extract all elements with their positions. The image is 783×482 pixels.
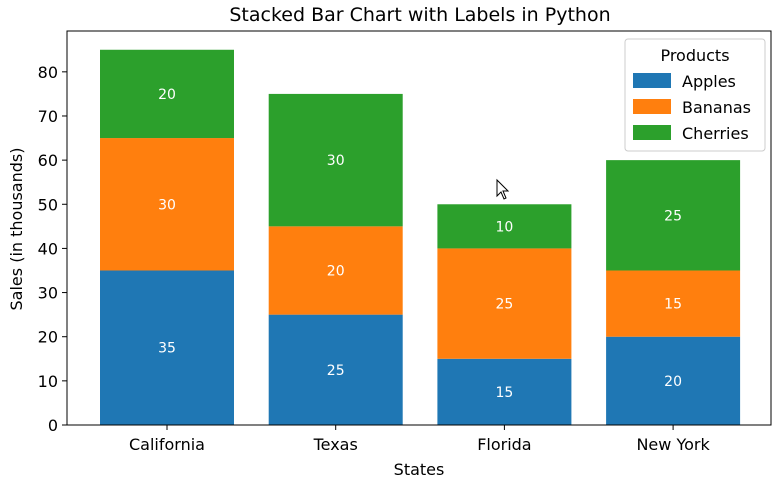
y-tick-label: 30	[38, 284, 58, 303]
chart-title: Stacked Bar Chart with Labels in Python	[229, 4, 610, 26]
bar-cherries-california	[100, 49, 234, 139]
axes: 0 10 20 30 40 50 60 70 80 California Texas Florida N…	[38, 30, 772, 454]
bar-value-label: 20	[158, 87, 176, 103]
bar-cherries-new-york	[606, 160, 741, 271]
bar-bananas-texas	[268, 226, 403, 315]
legend-title: Products	[660, 46, 729, 65]
legend-label-cherries: Cherries	[682, 124, 749, 143]
x-axis-title: States	[394, 460, 445, 479]
bar-apples-new-york	[606, 336, 741, 425]
mouse-cursor-icon	[496, 178, 510, 200]
legend-swatch-apples	[633, 73, 671, 88]
legend-label-bananas: Bananas	[682, 98, 751, 117]
y-tick-label: 80	[38, 63, 58, 82]
bar-value-label: 10	[495, 219, 513, 235]
x-tick-label: New York	[636, 435, 710, 454]
bar-value-label: 20	[327, 263, 345, 279]
legend-swatch-bananas	[633, 99, 671, 114]
bar-bananas-new-york	[606, 270, 741, 337]
bar-value-label: 25	[495, 297, 513, 313]
bar-value-label: 20	[664, 374, 682, 390]
y-tick-label: 60	[38, 151, 58, 170]
x-tick-label: Florida	[477, 435, 531, 454]
bar-value-label: 15	[495, 385, 513, 401]
x-tick-label: California	[129, 435, 205, 454]
bar-apples-florida	[437, 358, 572, 425]
bar-value-label: 30	[327, 153, 345, 169]
legend-swatch-cherries	[633, 125, 671, 140]
legend-label-apples: Apples	[682, 72, 736, 91]
bar-cherries-florida	[437, 204, 572, 249]
bar-bananas-california	[100, 138, 234, 271]
bar-apples-california	[100, 270, 234, 425]
bar-cherries-texas	[268, 93, 403, 227]
bar-value-label: 15	[664, 297, 682, 313]
axes-frame	[66, 30, 772, 426]
y-tick-label: 20	[38, 328, 58, 347]
y-tick-label: 0	[48, 416, 58, 435]
y-tick-label: 50	[38, 195, 58, 214]
legend: Products Apples Bananas Cherries	[624, 38, 766, 152]
y-tick-label: 70	[38, 107, 58, 126]
legend-box	[624, 38, 766, 152]
bar-apples-texas	[268, 314, 403, 425]
x-tick-label: Texas	[313, 435, 358, 454]
plot-area: 35 30 20 25 20 30 15 25 10 20 15 25	[100, 49, 741, 425]
bar-bananas-florida	[437, 248, 572, 359]
bar-value-label: 30	[158, 197, 176, 213]
bar-value-label: 25	[327, 363, 345, 379]
y-axis-title: Sales (in thousands)	[7, 148, 26, 311]
y-tick-label: 40	[38, 239, 58, 258]
bar-value-label: 35	[158, 341, 176, 357]
y-tick-label: 10	[38, 372, 58, 391]
bar-value-label: 25	[664, 208, 682, 224]
